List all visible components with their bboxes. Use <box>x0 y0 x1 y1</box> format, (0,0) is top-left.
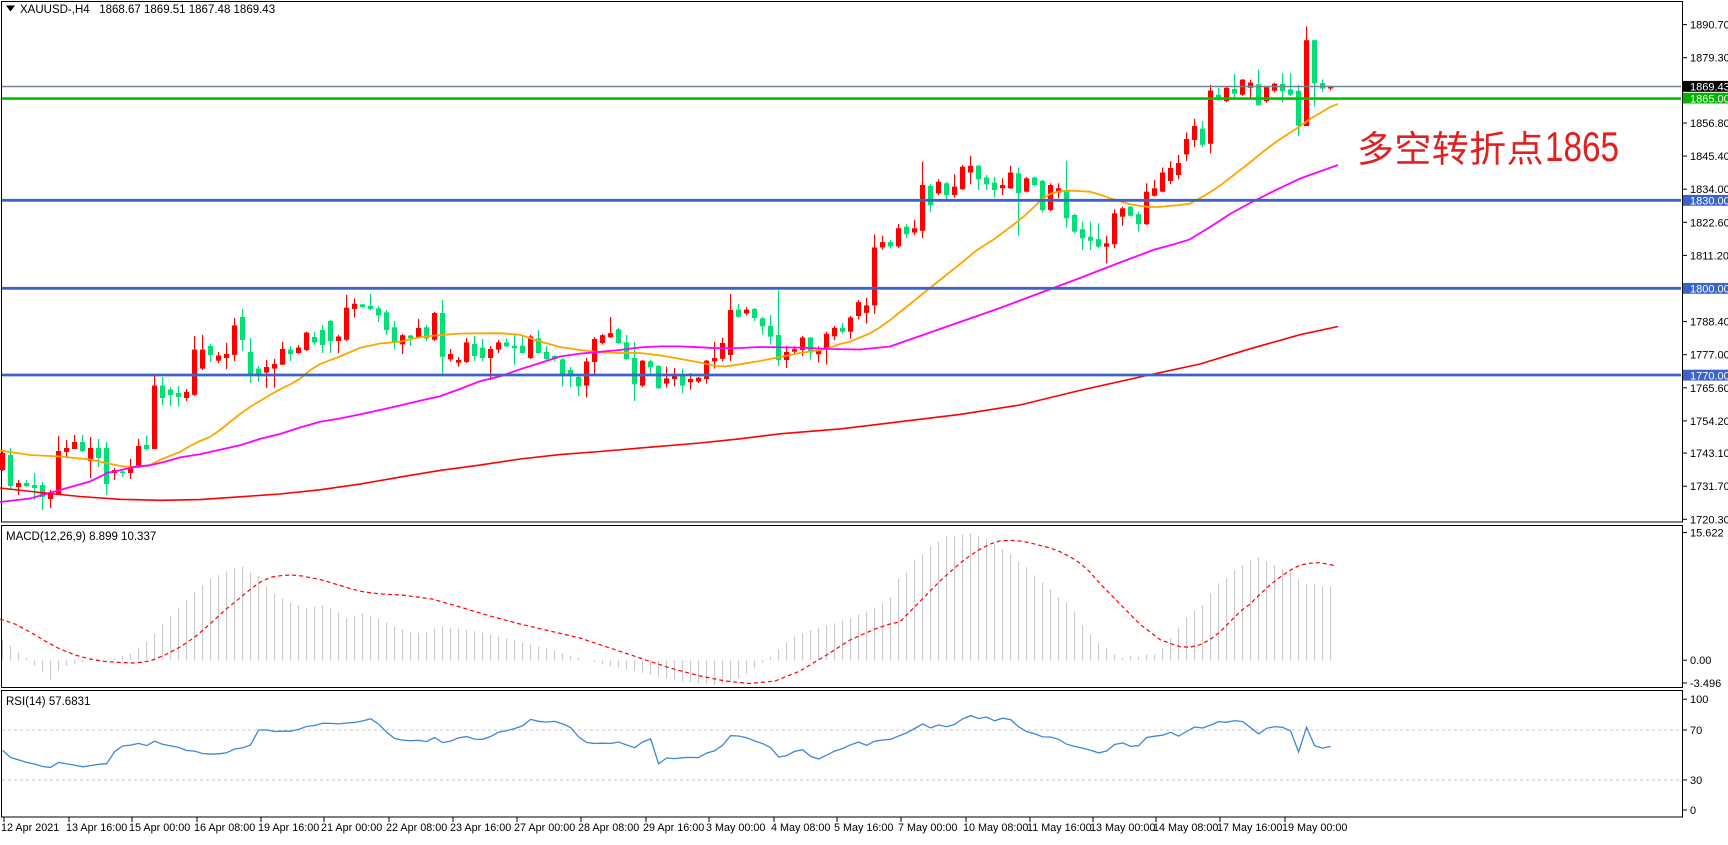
svg-text:3 May 00:00: 3 May 00:00 <box>706 822 765 834</box>
svg-text:1856.80: 1856.80 <box>1690 118 1728 130</box>
svg-text:23 Apr 16:00: 23 Apr 16:00 <box>450 822 511 834</box>
svg-text:100: 100 <box>1690 694 1708 706</box>
svg-text:28 Apr 08:00: 28 Apr 08:00 <box>578 822 639 834</box>
svg-text:29 Apr 16:00: 29 Apr 16:00 <box>643 822 704 834</box>
svg-text:1890.70: 1890.70 <box>1690 20 1728 32</box>
svg-text:13 May 00:00: 13 May 00:00 <box>1090 822 1155 834</box>
svg-text:1811.20: 1811.20 <box>1690 250 1728 262</box>
svg-text:1743.10: 1743.10 <box>1690 448 1728 460</box>
svg-text:7 May 00:00: 7 May 00:00 <box>898 822 957 834</box>
svg-text:13 Apr 16:00: 13 Apr 16:00 <box>66 822 127 834</box>
svg-text:27 Apr 00:00: 27 Apr 00:00 <box>514 822 575 834</box>
svg-text:22 Apr 08:00: 22 Apr 08:00 <box>386 822 447 834</box>
svg-text:1869.43: 1869.43 <box>1690 82 1728 94</box>
svg-text:1830.00: 1830.00 <box>1690 196 1728 208</box>
svg-text:11 May 16:00: 11 May 16:00 <box>1027 822 1092 834</box>
svg-text:1834.00: 1834.00 <box>1690 184 1728 196</box>
svg-text:1845.40: 1845.40 <box>1690 151 1728 163</box>
svg-text:1865: 1865 <box>1545 123 1619 170</box>
svg-text:1800.00: 1800.00 <box>1690 284 1728 296</box>
svg-text:1788.40: 1788.40 <box>1690 317 1728 329</box>
svg-text:14 May 08:00: 14 May 08:00 <box>1153 822 1218 834</box>
svg-text:4 May 08:00: 4 May 08:00 <box>771 822 830 834</box>
svg-text:21 Apr 00:00: 21 Apr 00:00 <box>321 822 382 834</box>
svg-text:16 Apr 08:00: 16 Apr 08:00 <box>194 822 255 834</box>
svg-text:17 May 16:00: 17 May 16:00 <box>1217 822 1282 834</box>
svg-text:XAUUSD-,H4 1868.67 1869.51 1: XAUUSD-,H4 1868.67 1869.51 1867.48 1869.… <box>20 4 275 16</box>
svg-text:30: 30 <box>1690 775 1702 787</box>
svg-text:19 May 00:00: 19 May 00:00 <box>1282 822 1347 834</box>
svg-text:1720.30: 1720.30 <box>1690 514 1728 526</box>
svg-text:15 Apr 00:00: 15 Apr 00:00 <box>129 822 190 834</box>
svg-text:15.622: 15.622 <box>1690 528 1724 540</box>
svg-text:1777.00: 1777.00 <box>1690 350 1728 362</box>
svg-text:10 May 08:00: 10 May 08:00 <box>963 822 1028 834</box>
svg-text:1822.60: 1822.60 <box>1690 217 1728 229</box>
svg-text:1879.30: 1879.30 <box>1690 53 1728 65</box>
svg-text:5 May 16:00: 5 May 16:00 <box>834 822 893 834</box>
svg-text:MACD(12,26,9) 8.899 10.337: MACD(12,26,9) 8.899 10.337 <box>6 531 156 543</box>
svg-text:-3.496: -3.496 <box>1690 678 1721 690</box>
svg-text:RSI(14) 57.6831: RSI(14) 57.6831 <box>6 696 90 708</box>
svg-text:12 Apr 2021: 12 Apr 2021 <box>1 822 59 834</box>
svg-text:0: 0 <box>1690 805 1696 817</box>
svg-text:1865.00: 1865.00 <box>1690 93 1728 105</box>
svg-text:1770.00: 1770.00 <box>1690 370 1728 382</box>
svg-text:19 Apr 16:00: 19 Apr 16:00 <box>258 822 319 834</box>
svg-text:1754.20: 1754.20 <box>1690 416 1728 428</box>
svg-text:1731.70: 1731.70 <box>1690 481 1728 493</box>
svg-text:1765.60: 1765.60 <box>1690 383 1728 395</box>
svg-text:0.00: 0.00 <box>1690 655 1711 667</box>
svg-text:70: 70 <box>1690 725 1702 737</box>
